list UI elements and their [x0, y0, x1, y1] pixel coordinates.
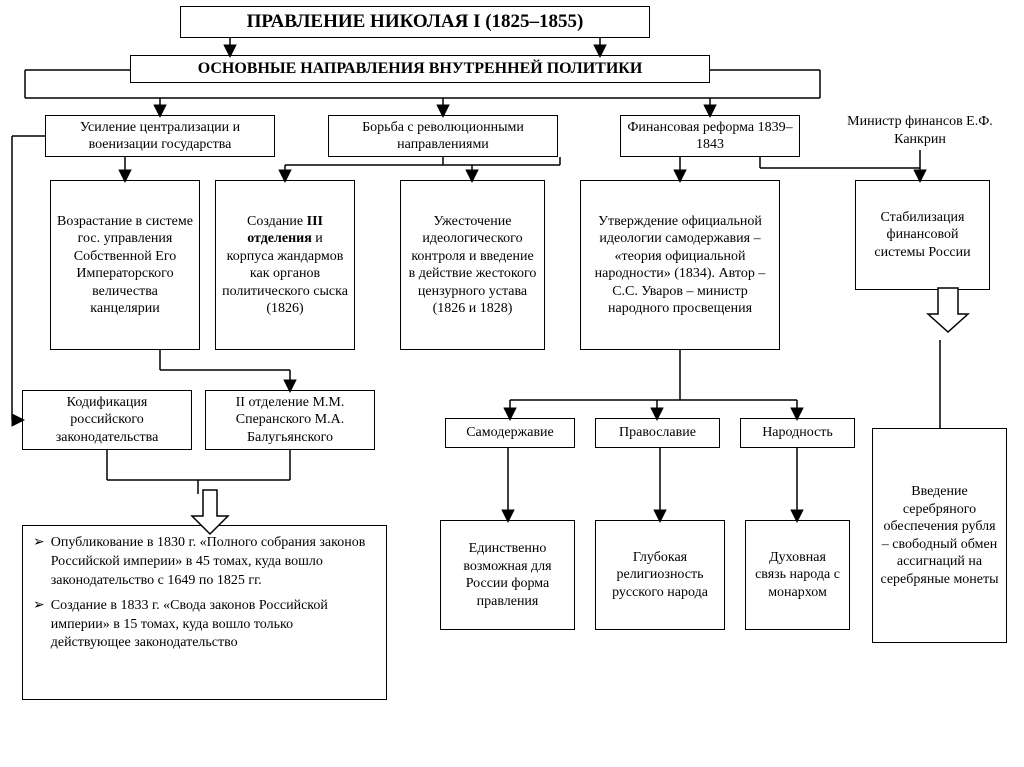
node-silver: Введение серебряного обеспечения рубля –… — [872, 428, 1007, 643]
node-autocracy-expl: Единственно возможная для России форма п… — [440, 520, 575, 630]
node-orthodoxy: Православие — [595, 418, 720, 448]
subtitle-box: ОСНОВНЫЕ НАПРАВЛЕНИЯ ВНУТРЕННЕЙ ПОЛИТИКИ — [130, 55, 710, 83]
node-nationality: Народность — [740, 418, 855, 448]
node-orthodoxy-expl: Глубокая религиозность русского народа — [595, 520, 725, 630]
subtitle-text: ОСНОВНЫЕ НАПРАВЛЕНИЯ ВНУТРЕННЕЙ ПОЛИТИКИ — [198, 59, 643, 79]
node-revolution: Борьба с революционными направлениями — [328, 115, 558, 157]
title-text: ПРАВЛЕНИЕ НИКОЛАЯ I (1825–1855) — [247, 10, 584, 34]
node-chancellery: Возрастание в системе гос. управления Со… — [50, 180, 200, 350]
node-stabilization: Стабилизация финансовой системы России — [855, 180, 990, 290]
node-laws: Опубликование в 1830 г. «Полного собрани… — [22, 525, 387, 700]
node-second-dept: II отделение М.М. Сперанского М.А. Балуг… — [205, 390, 375, 450]
node-autocracy: Самодержавие — [445, 418, 575, 448]
law-item-1: Опубликование в 1830 г. «Полного собрани… — [33, 534, 376, 591]
node-third-dept: Создание III отделения и корпуса жандарм… — [215, 180, 355, 350]
law-item-2: Создание в 1833 г. «Свода законов Россий… — [33, 597, 376, 654]
node-ideology: Утверждение официальной идеологии самоде… — [580, 180, 780, 350]
node-finance: Финансовая реформа 1839–1843 — [620, 115, 800, 157]
aside-minister: Министр финансов Е.Ф. Канкрин — [835, 113, 1005, 148]
title-box: ПРАВЛЕНИЕ НИКОЛАЯ I (1825–1855) — [180, 6, 650, 38]
node-censorship: Ужесточение идеологического контроля и в… — [400, 180, 545, 350]
node-centralization: Усиление централизации и военизации госу… — [45, 115, 275, 157]
node-codification: Кодификация российского законодательства — [22, 390, 192, 450]
node-nationality-expl: Духовная связь народа с монархом — [745, 520, 850, 630]
